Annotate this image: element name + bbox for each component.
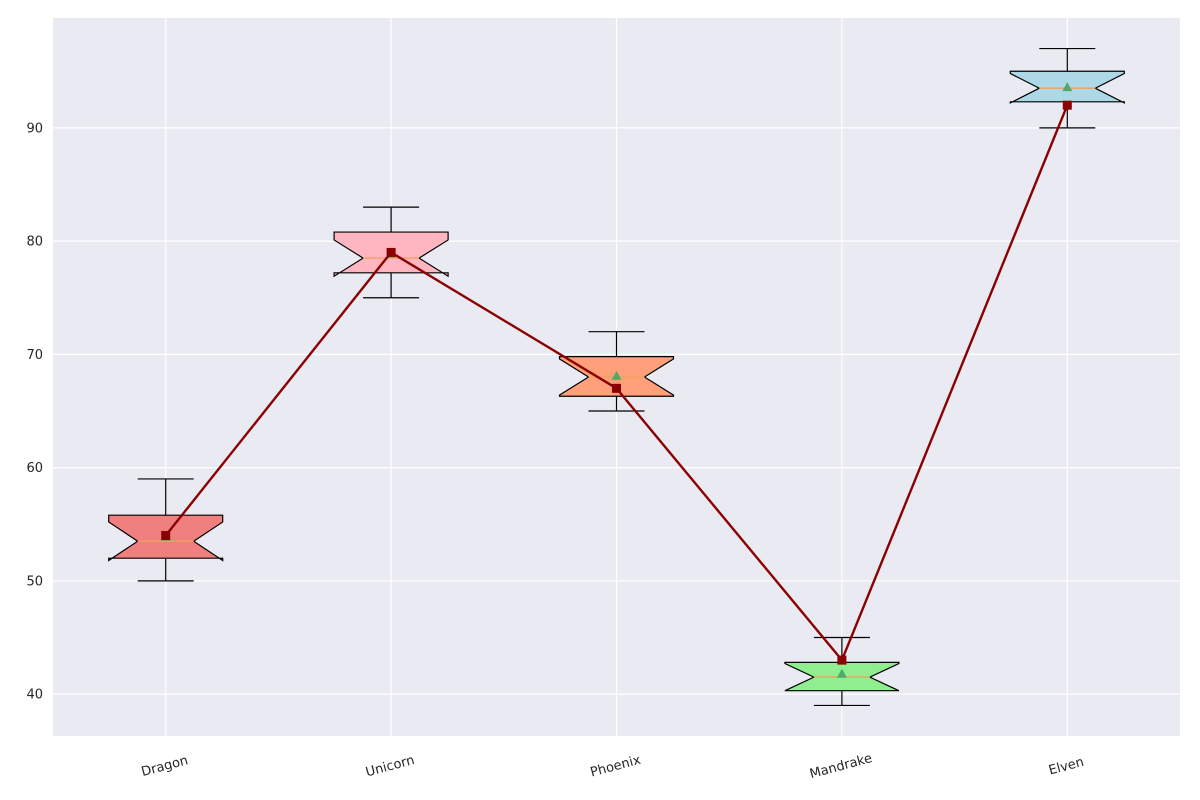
line-series: [161, 100, 1072, 665]
x-tick-label-phoenix: Phoenix: [589, 753, 643, 781]
y-tick-label: 40: [26, 688, 43, 703]
y-tick-label: 80: [26, 235, 43, 250]
x-axis-ticks: Dragon Unicorn Phoenix Mandrake Elven: [140, 751, 1086, 782]
mean-marker: [611, 370, 622, 380]
box-phoenix: [558, 331, 675, 412]
y-tick-label: 60: [26, 461, 43, 476]
y-axis-ticks: 40 50 60 70 80 90: [26, 121, 43, 702]
series-point-dragon: [161, 531, 171, 541]
grid-lines: [53, 18, 1180, 736]
x-tick-label-unicorn: Unicorn: [364, 753, 416, 780]
series-point-phoenix: [612, 383, 621, 393]
box-mandrake: [784, 636, 900, 707]
mean-marker: [1062, 82, 1073, 92]
y-tick-label: 90: [26, 121, 43, 136]
series-point-elven: [1062, 100, 1072, 110]
series-point-mandrake: [837, 655, 847, 665]
mean-marker: [836, 668, 847, 678]
y-tick-label: 70: [26, 348, 43, 363]
x-tick-label-mandrake: Mandrake: [808, 751, 874, 782]
series-point-unicorn: [386, 247, 396, 257]
box-elven: [1009, 47, 1125, 129]
y-tick-label: 50: [26, 574, 43, 589]
x-tick-label-elven: Elven: [1047, 755, 1085, 779]
x-tick-label-dragon: Dragon: [140, 753, 190, 780]
